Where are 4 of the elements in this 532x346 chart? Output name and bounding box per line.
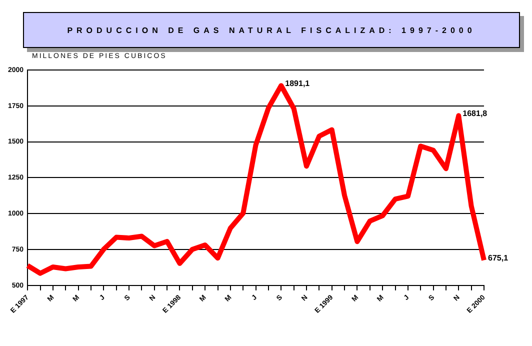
chart-title: PRODUCCION DE GAS NATURAL FISCALIZAD: 1997-2000 <box>23 12 520 48</box>
data-label: 1891,1 <box>285 78 310 88</box>
data-label: 675,1 <box>488 253 509 262</box>
data-label: 1681,8 <box>462 108 488 118</box>
